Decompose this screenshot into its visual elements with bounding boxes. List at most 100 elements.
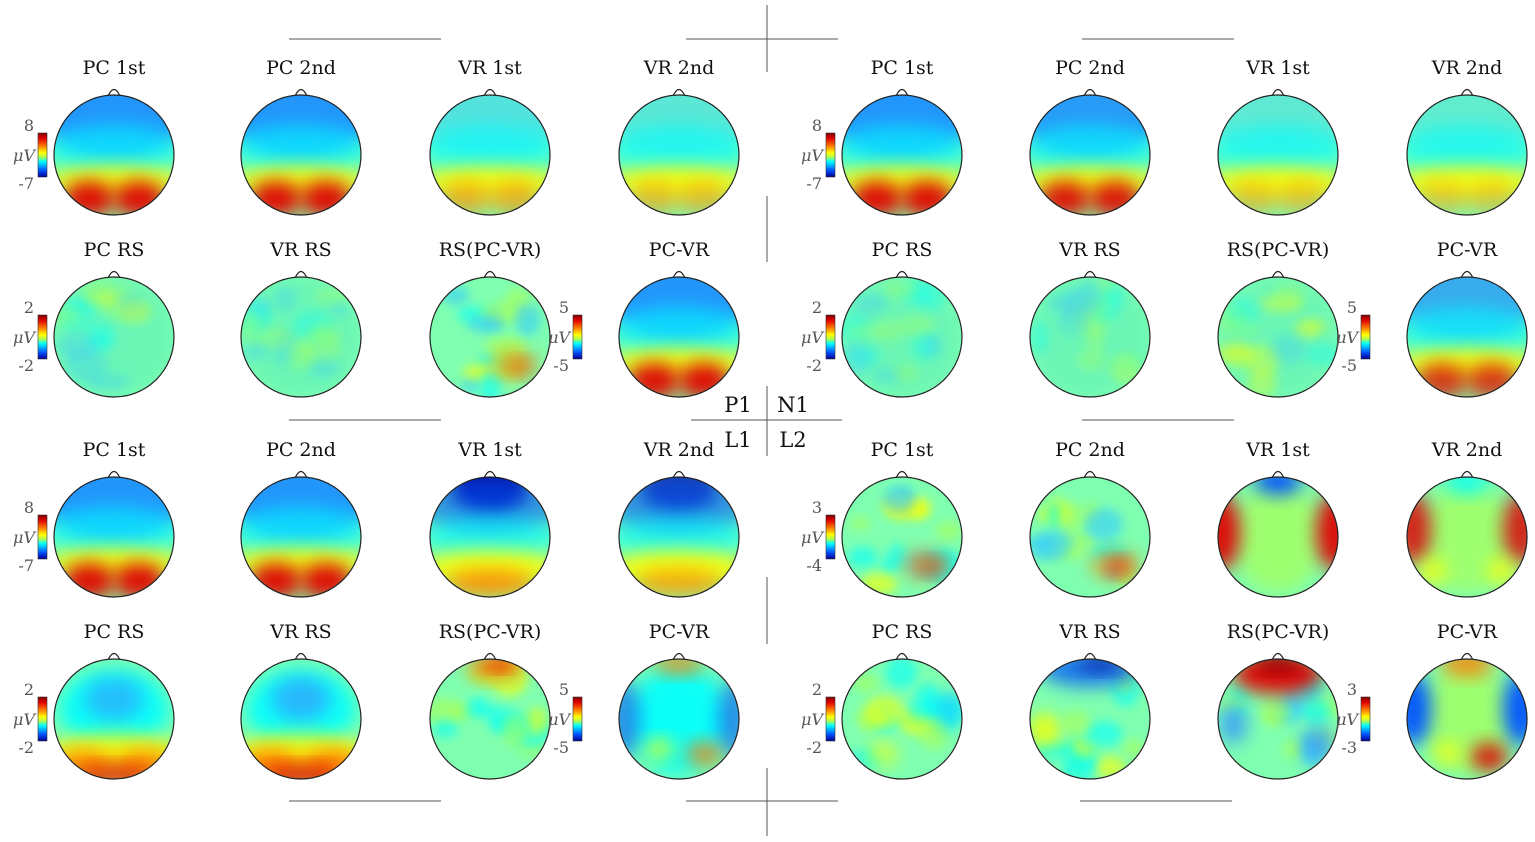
nose-marker [1460, 270, 1474, 279]
topomap-title: VR 2nd [1431, 439, 1503, 461]
colorbar-min-label: -7 [18, 556, 34, 575]
colorbar-l2-row2-2: 3 μV -3 [1336, 680, 1371, 757]
scalp-field [54, 95, 174, 215]
topomap-n1-vr-rs [1029, 270, 1151, 398]
head-outline [240, 94, 362, 216]
topomap-p1-pc-rs [53, 270, 175, 398]
colorbar-max-label: 5 [1347, 298, 1357, 317]
topomap-title: PC 1st [871, 57, 934, 79]
head-outline [53, 658, 175, 780]
quadrant-label-l2: L2 [779, 428, 806, 452]
scalp-field [430, 477, 550, 597]
topomap-n1-vr-1st [1217, 88, 1339, 216]
nose-marker [294, 270, 308, 279]
quadrant-label-p1: P1 [724, 393, 752, 417]
scalp-field [1218, 659, 1338, 779]
scalp-field [1218, 95, 1338, 215]
colorbar-gradient [1360, 696, 1371, 742]
topomap-title: PC 1st [83, 57, 146, 79]
colorbar-gradient [825, 132, 836, 178]
colorbar-max-label: 5 [559, 680, 569, 699]
colorbar-unit-label: μV [801, 710, 824, 729]
colorbar-min-label: -2 [18, 356, 34, 375]
scalp-field [842, 277, 962, 397]
colorbar-gradient [825, 314, 836, 360]
nose-marker [1271, 470, 1285, 479]
colorbar-max-label: 2 [812, 298, 822, 317]
scalp-field [430, 277, 550, 397]
scalp-field [1030, 277, 1150, 397]
topomap-l2-vr-rs [1029, 652, 1151, 780]
head-outline [618, 276, 740, 398]
colorbar-max-label: 2 [812, 680, 822, 699]
topomap-n1-rs-pc-vr- [1217, 270, 1339, 398]
topomap-l2-vr-1st [1217, 470, 1339, 598]
colorbar-unit-label: μV [13, 710, 36, 729]
head-outline [53, 276, 175, 398]
head-outline [429, 276, 551, 398]
topomap-title: PC 2nd [1055, 57, 1125, 79]
topomap-grid: PC 1st PC 2nd VR 1st VR 2nd 8 μV -7 PC RS VR RS R… [13, 57, 1528, 780]
head-outline [1406, 658, 1528, 780]
colorbar-max-label: 3 [812, 498, 822, 517]
head-outline [1217, 658, 1339, 780]
head-outline [841, 658, 963, 780]
quadrant-label-l1: L1 [724, 428, 751, 452]
nose-marker [895, 270, 909, 279]
nose-marker [1083, 270, 1097, 279]
topomap-l1-pc-1st [53, 470, 175, 598]
nose-marker [672, 470, 686, 479]
colorbar-gradient [37, 314, 48, 360]
topomap-l2-vr-2nd [1406, 470, 1528, 598]
scalp-field [1407, 477, 1527, 597]
colorbar-gradient [825, 696, 836, 742]
topomap-p1-pc-1st [53, 88, 175, 216]
scalp-field [241, 277, 361, 397]
head-outline [429, 658, 551, 780]
topomap-title: VR RS [269, 621, 331, 643]
topomap-title: PC RS [84, 621, 145, 643]
nose-marker [672, 652, 686, 661]
colorbar-min-label: -5 [553, 356, 569, 375]
topomap-l2-pc-2nd [1029, 470, 1151, 598]
topomap-p1-vr-rs [240, 270, 362, 398]
topomap-l1-pc-rs [53, 652, 175, 780]
colorbar-max-label: 8 [24, 498, 34, 517]
topomap-title: VR 1st [457, 439, 522, 461]
scalp-field [619, 659, 739, 779]
topomap-l2-pc-1st [841, 470, 963, 598]
nose-marker [294, 88, 308, 97]
nose-marker [483, 652, 497, 661]
nose-marker [672, 270, 686, 279]
scalp-field [241, 95, 361, 215]
colorbar-l1-row1-1: 8 μV -7 [13, 498, 48, 575]
colorbar-unit-label: μV [548, 328, 571, 347]
topomap-l2-rs-pc-vr- [1217, 652, 1339, 780]
topomap-title: PC-VR [649, 239, 710, 261]
head-outline [1029, 476, 1151, 598]
topomap-title: PC RS [872, 239, 933, 261]
scalp-field [430, 95, 550, 215]
topomap-title: RS(PC-VR) [1227, 621, 1330, 643]
topomap-title: VR 2nd [643, 57, 715, 79]
topomap-title: VR 1st [457, 57, 522, 79]
colorbar-min-label: -3 [1341, 738, 1357, 757]
nose-marker [294, 652, 308, 661]
topomap-title: VR 2nd [643, 439, 715, 461]
head-outline [53, 94, 175, 216]
scalp-field [54, 277, 174, 397]
colorbar-unit-label: μV [801, 328, 824, 347]
nose-marker [1460, 470, 1474, 479]
colorbar-gradient [572, 314, 583, 360]
head-outline [53, 476, 175, 598]
colorbar-min-label: -4 [806, 556, 822, 575]
topomap-l1-vr-1st [429, 470, 551, 598]
nose-marker [1271, 270, 1285, 279]
topomap-title: RS(PC-VR) [439, 239, 542, 261]
colorbar-gradient [37, 132, 48, 178]
head-outline [1217, 276, 1339, 398]
nose-marker [107, 88, 121, 97]
colorbar-unit-label: μV [801, 528, 824, 547]
topomap-p1-vr-1st [429, 88, 551, 216]
